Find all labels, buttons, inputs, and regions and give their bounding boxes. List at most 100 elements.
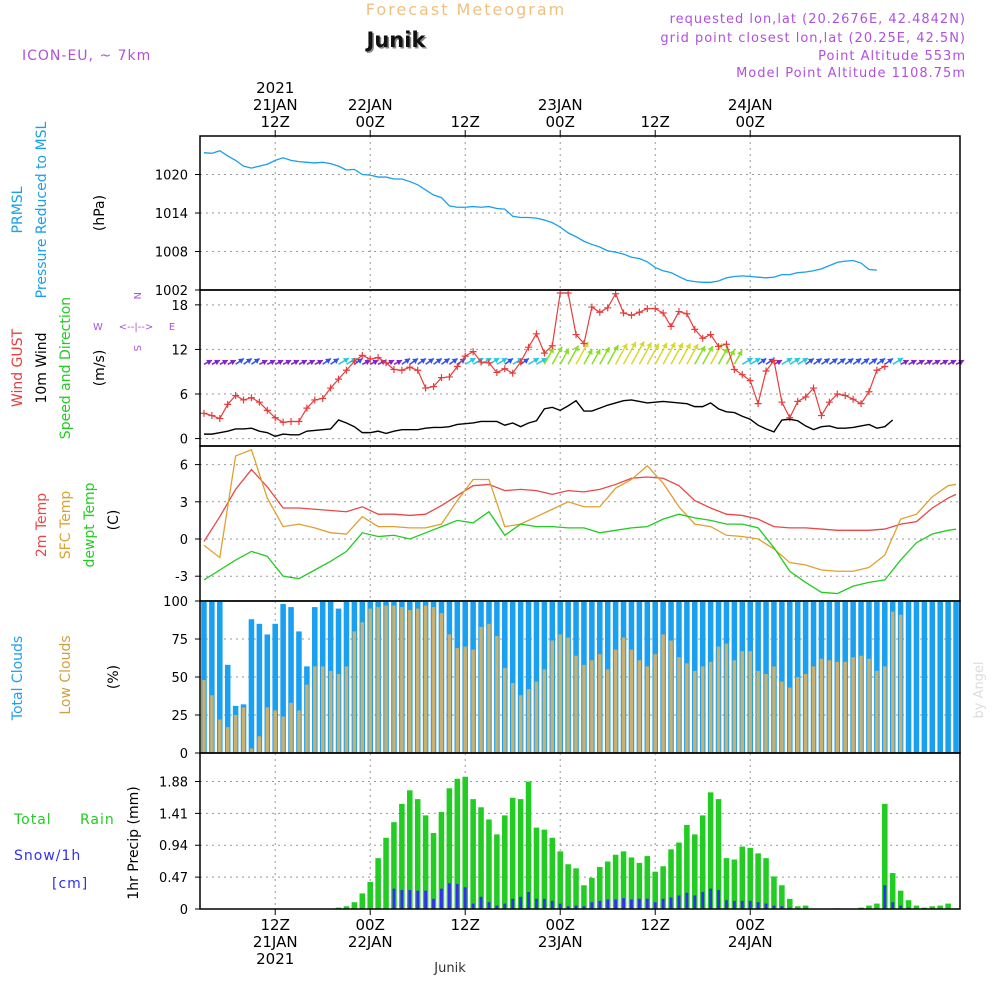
low-cloud-bar bbox=[210, 695, 214, 753]
compass-e: E bbox=[169, 322, 175, 333]
pressure-labels: PRMSL Pressure Reduced to MSL (hPa) bbox=[10, 121, 108, 298]
low-cloud-bar bbox=[811, 666, 816, 753]
gust-marker bbox=[311, 396, 319, 404]
precip-panel: 1.88 1.41 0.94 0.47 0 bbox=[159, 752, 961, 918]
low-cloud-bar bbox=[843, 661, 847, 753]
rain-bar bbox=[771, 876, 777, 909]
rain-bar bbox=[359, 893, 366, 909]
low-cloud-bar bbox=[352, 631, 357, 753]
low-cloud-bar bbox=[400, 607, 404, 753]
low-cloud-bar bbox=[526, 689, 531, 753]
bottom-time-label: 12Z bbox=[451, 916, 480, 934]
rain-bar bbox=[739, 846, 746, 909]
low-cloud-bar bbox=[233, 715, 238, 753]
low-cloud-bar bbox=[257, 736, 262, 753]
wind-arrow-head bbox=[918, 359, 925, 366]
gust-marker bbox=[509, 369, 517, 377]
gust-marker bbox=[770, 357, 778, 365]
low-cloud-bar bbox=[851, 657, 855, 753]
low-cloud-bar bbox=[249, 748, 254, 753]
low-cloud-bar bbox=[463, 646, 467, 753]
pressure-panel: 1020 1014 1008 1002 bbox=[155, 135, 961, 299]
wind-arrow-head bbox=[333, 358, 339, 364]
snow-bar bbox=[440, 888, 443, 909]
rain-bar bbox=[699, 815, 706, 909]
bottom-time-label: 2021 bbox=[256, 950, 294, 968]
gust-marker bbox=[414, 366, 422, 374]
gust-marker bbox=[873, 366, 881, 374]
gust-marker bbox=[746, 377, 754, 385]
rain-bar bbox=[905, 900, 912, 909]
total-cloud-bar bbox=[224, 664, 231, 753]
wind-arrow-head bbox=[253, 358, 260, 364]
bottom-time-label: 23JAN bbox=[538, 933, 583, 951]
wind-arrow-head bbox=[926, 359, 933, 366]
rain-bar bbox=[517, 799, 524, 909]
rain-bar bbox=[937, 905, 943, 909]
gust-marker bbox=[620, 309, 628, 317]
gust-marker bbox=[255, 398, 263, 406]
low-cloud-bar bbox=[598, 654, 602, 753]
gust-marker bbox=[319, 394, 327, 402]
snow-bar bbox=[677, 895, 681, 909]
gust-marker bbox=[469, 348, 477, 356]
bottom-time-label: 00Z bbox=[736, 916, 765, 934]
wind-arrow-head bbox=[261, 359, 268, 366]
wind-arrow-head bbox=[501, 358, 508, 364]
gust-marker bbox=[588, 303, 596, 311]
gust-line bbox=[203, 292, 886, 423]
low-cloud-bar bbox=[708, 661, 713, 753]
wind-arrow-head bbox=[285, 359, 292, 366]
gust-marker bbox=[493, 368, 501, 376]
precip-ytick-label: 1.41 bbox=[159, 807, 188, 822]
low-cloud-bar bbox=[305, 684, 309, 753]
gust-marker bbox=[382, 359, 390, 367]
total-cloud-bar bbox=[921, 601, 928, 753]
wind-arrow-head bbox=[293, 359, 300, 366]
point-altitude: Point Altitude 553m bbox=[818, 49, 966, 64]
rain-bar bbox=[581, 885, 587, 909]
bottom-time-label: 24JAN bbox=[728, 933, 773, 951]
snow-bar bbox=[590, 902, 594, 909]
cloud-labels: Total Clouds Low Clouds (%) bbox=[10, 635, 122, 721]
gust-marker bbox=[327, 384, 335, 392]
wind-arrow-head bbox=[238, 358, 244, 364]
total-cloud-bar bbox=[533, 601, 540, 753]
low-cloud-bar bbox=[764, 673, 768, 753]
gust-marker bbox=[216, 415, 224, 423]
wind-arrow-head bbox=[815, 358, 822, 364]
total-cloud-bar bbox=[525, 601, 532, 753]
snow-bar bbox=[408, 890, 412, 909]
rain-bar bbox=[414, 799, 421, 909]
snow-bar bbox=[653, 902, 657, 909]
rain-bar bbox=[525, 781, 532, 909]
snow-bar bbox=[463, 887, 467, 909]
gust-marker bbox=[540, 349, 548, 357]
rain-bar bbox=[597, 866, 603, 909]
wind-arrow-head bbox=[396, 359, 403, 366]
low-cloud-bar bbox=[574, 655, 578, 753]
bottom-time-label: 21JAN bbox=[253, 933, 298, 951]
top-time-label: 00Z bbox=[546, 113, 575, 131]
gust-marker bbox=[802, 393, 810, 401]
wind-arrow-head bbox=[729, 349, 735, 356]
wind-arrow-head bbox=[855, 358, 862, 364]
wind-arrow-head bbox=[325, 358, 331, 364]
temp-ytick-label: -3 bbox=[175, 570, 188, 585]
low-cloud-bar bbox=[479, 626, 483, 753]
gust-marker bbox=[232, 391, 240, 399]
snow-bar bbox=[764, 903, 768, 909]
wind-arrow-head bbox=[699, 346, 706, 352]
low-cloud-bar bbox=[645, 666, 650, 753]
temp-ytick-label: 0 bbox=[180, 533, 188, 548]
temp-labels: 2m Temp SFC Temp dewpt Temp (C) bbox=[34, 482, 122, 567]
low-cloud-bar bbox=[875, 670, 879, 753]
gust-marker bbox=[350, 357, 358, 365]
rain-bar bbox=[707, 792, 714, 909]
bottom-time-label: 12Z bbox=[261, 916, 290, 934]
rain-bar bbox=[913, 905, 920, 909]
compass-w: W bbox=[93, 322, 103, 333]
gust-marker bbox=[691, 325, 699, 333]
total-cloud-bar bbox=[217, 601, 223, 753]
wind-arrow-head bbox=[563, 348, 570, 355]
